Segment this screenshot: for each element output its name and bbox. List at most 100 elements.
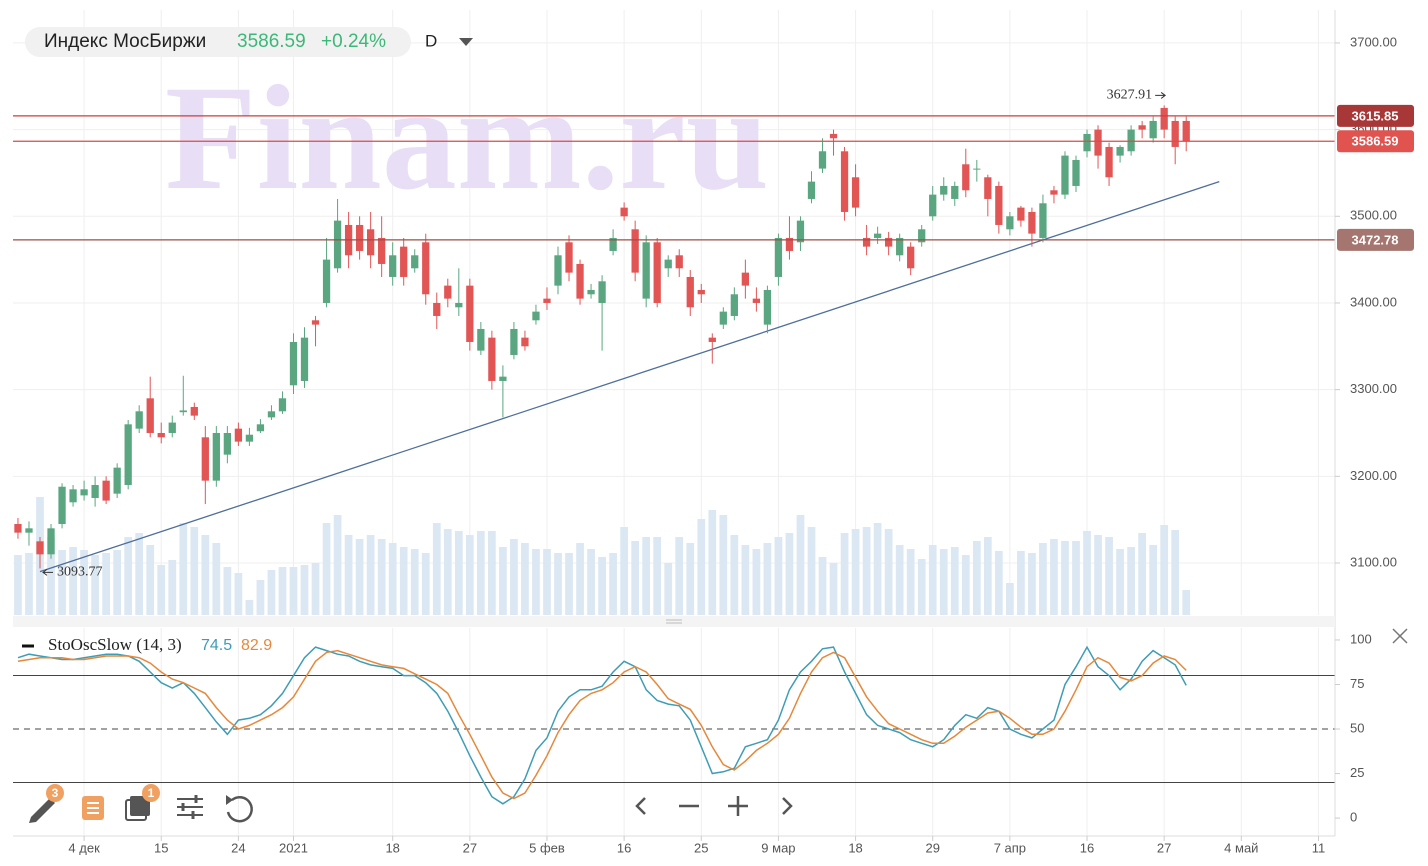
volume-bar <box>201 535 210 615</box>
volume-bar <box>1017 551 1025 615</box>
candle-body <box>1072 159 1080 186</box>
volume-bar <box>168 560 177 615</box>
volume-bar <box>554 553 562 615</box>
volume-bar <box>1138 533 1146 615</box>
layers-icon <box>125 799 147 821</box>
candle-body <box>477 328 485 351</box>
candle-body <box>135 411 143 429</box>
candle-body <box>851 177 860 208</box>
volume-bar <box>961 555 970 615</box>
candle-body <box>873 233 882 238</box>
volume-bar <box>631 541 640 615</box>
indicator-value: 74.5 <box>201 637 232 654</box>
volume-bar <box>102 553 110 615</box>
list-tool[interactable] <box>82 796 104 820</box>
candle-body <box>807 181 816 199</box>
volume-bar <box>1094 535 1102 615</box>
volume-bar <box>322 523 331 615</box>
reset-tool[interactable] <box>226 795 253 823</box>
volume-bar <box>454 531 463 615</box>
candle-body <box>1039 203 1047 238</box>
volume-bar <box>344 535 353 615</box>
candle-body <box>730 294 738 316</box>
volume-bar <box>576 543 584 615</box>
x-tick-label: 29 <box>925 840 939 855</box>
volume-bar <box>47 537 55 615</box>
chevron-icon <box>782 797 793 815</box>
volume-bar <box>388 543 397 615</box>
volume-bar <box>840 533 849 615</box>
volume-bar <box>1116 549 1124 615</box>
volume-bar <box>355 539 364 615</box>
candle-body <box>256 424 265 432</box>
candle-body <box>620 207 628 217</box>
volume-bar <box>829 563 838 615</box>
volume-bar <box>1006 583 1014 615</box>
volume-bar <box>80 550 88 615</box>
oscillator-line <box>17 649 1187 800</box>
candle-body <box>300 337 309 381</box>
candle-body <box>322 259 331 303</box>
pane-divider[interactable] <box>13 616 1335 627</box>
candle-body <box>36 541 44 555</box>
x-tick-label: 25 <box>694 840 708 855</box>
volume-bar <box>708 510 717 615</box>
candle-body <box>598 281 606 303</box>
candle-body <box>190 406 198 416</box>
candle-body <box>267 411 276 418</box>
candle-body <box>1149 120 1157 139</box>
candle-body <box>1127 129 1135 152</box>
x-tick-label: 4 дек <box>68 840 100 855</box>
volume-bar <box>245 600 254 615</box>
candle-body <box>962 164 970 191</box>
interval[interactable]: D <box>425 31 437 50</box>
candle-body <box>609 237 617 251</box>
x-tick-label: 7 апр <box>994 840 1026 855</box>
zoom-in[interactable] <box>728 796 748 816</box>
x-tick-label: 27 <box>1157 840 1171 855</box>
x-tick-label: 15 <box>154 840 168 855</box>
candle-body <box>719 311 727 325</box>
candle-body <box>333 220 342 269</box>
volume-bar <box>179 523 188 615</box>
scroll-right[interactable] <box>782 797 793 815</box>
volume-bar <box>1061 541 1069 615</box>
close-indicator[interactable] <box>1392 628 1408 644</box>
volume-bar <box>190 527 199 615</box>
volume-bar <box>1171 530 1180 615</box>
candle-body <box>631 229 639 273</box>
candle-body <box>488 337 496 381</box>
candle-body <box>355 224 364 251</box>
price-change: +0.24% <box>321 31 386 52</box>
candle-body <box>1138 125 1146 130</box>
candle-body <box>653 242 661 303</box>
volume-bar <box>510 539 518 615</box>
y-tick-label: 75 <box>1350 676 1364 691</box>
candle-body <box>763 289 772 325</box>
draw-tool[interactable] <box>29 798 55 823</box>
settings-tool[interactable] <box>177 795 203 819</box>
candle-body <box>278 398 287 412</box>
candle-body <box>1171 120 1179 147</box>
plot: 3627.91 3093.77 <box>13 88 1335 805</box>
instrument-name: Индекс МосБиржи <box>44 31 206 52</box>
price-level-tag <box>1337 228 1414 251</box>
badge-count: 1 <box>148 786 155 800</box>
volume-bar <box>774 537 783 615</box>
candle-body <box>918 229 926 243</box>
candle-body <box>543 298 551 303</box>
volume-bar <box>653 537 662 615</box>
candle-body <box>1116 146 1124 156</box>
volume-bar <box>432 523 441 615</box>
volume-bar <box>333 515 342 615</box>
add-indicator[interactable] <box>125 796 150 821</box>
scroll-left[interactable] <box>635 797 646 815</box>
candle-body <box>862 237 871 247</box>
watermark: Finam.ru <box>165 55 769 221</box>
interval-dropdown[interactable] <box>459 38 473 46</box>
volume-bar <box>421 553 430 615</box>
toolbar: 3 1 <box>29 784 793 823</box>
header-box[interactable] <box>25 27 411 57</box>
candle-body <box>146 398 154 433</box>
volume-bar <box>1182 590 1191 615</box>
